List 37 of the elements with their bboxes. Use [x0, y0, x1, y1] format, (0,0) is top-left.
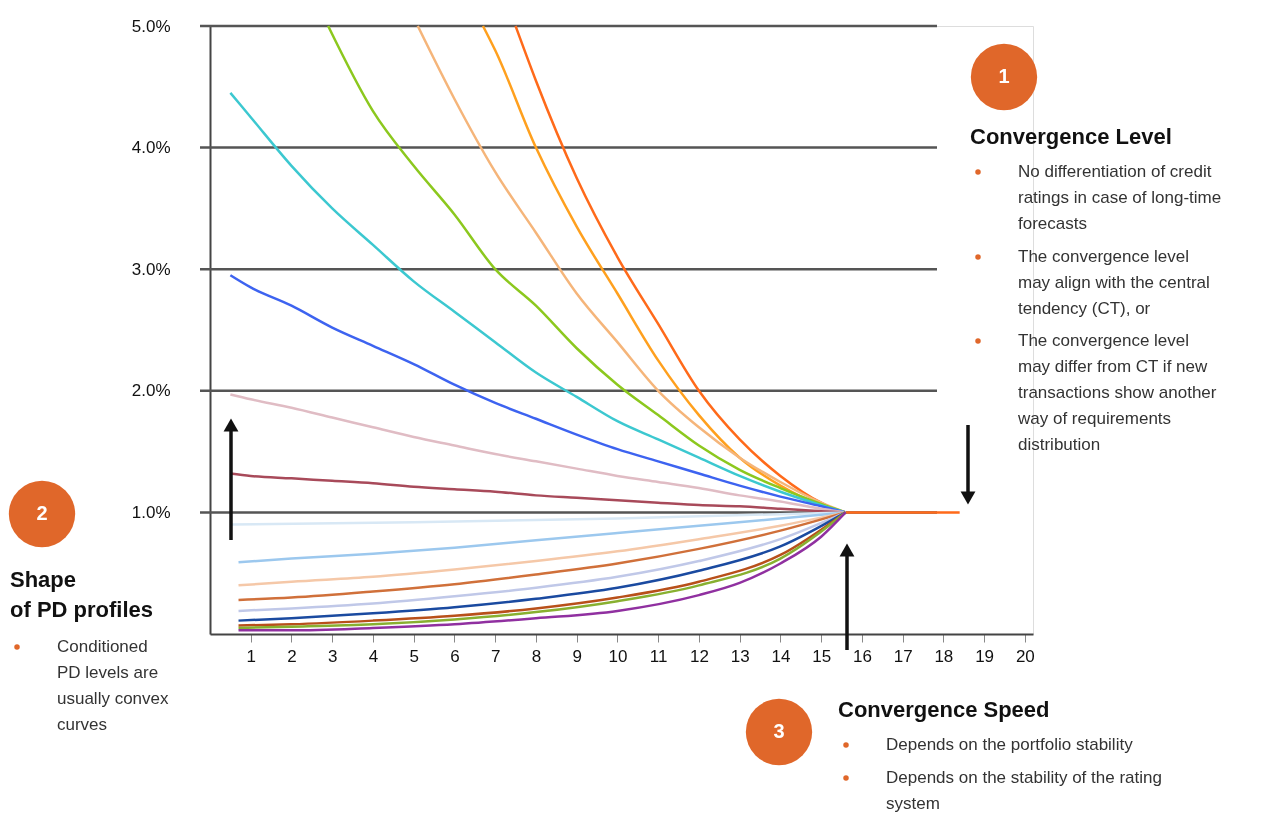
- x-tick-label: 3: [327, 646, 338, 666]
- text: Depends on the stability of the rating system: [886, 768, 1162, 813]
- y-tick-label: 1.0%: [131, 502, 171, 522]
- x-tick-label: 10: [608, 646, 628, 666]
- y-tick-label: 3.0%: [131, 259, 171, 279]
- x-tick-label: 9: [572, 646, 582, 666]
- text: Conditioned PD levels are usually convex curves: [57, 637, 169, 734]
- annotation: 1: [998, 65, 1010, 87]
- annotation: The convergence level may align with the central tendency (CT), or: [1018, 247, 1210, 318]
- text: 2: [36, 502, 48, 524]
- text: Convergence Speed: [838, 697, 1050, 722]
- text: Shape of PD profiles: [10, 567, 154, 622]
- annotation: Convergence Level: [970, 124, 1172, 149]
- x-tick-label: 4: [368, 646, 379, 666]
- x-tick-label: 2: [287, 646, 297, 666]
- x-tick-label: 14: [771, 646, 791, 666]
- x-tick-label: 15: [812, 646, 832, 666]
- x-tick-label: 8: [531, 646, 542, 666]
- x-tick-label: 18: [934, 646, 954, 666]
- y-tick-label: 5.0%: [131, 16, 171, 36]
- x-tick-label: 17: [893, 646, 913, 666]
- x-tick-label: 20: [1015, 646, 1035, 666]
- x-tick-label: 6: [450, 646, 460, 666]
- y-tick-label: 4.0%: [131, 138, 171, 158]
- x-tick-label: 5: [409, 646, 419, 666]
- annotation: No differentiation of credit ratings in case of long-time forecasts: [1018, 162, 1222, 233]
- text: 3: [773, 720, 785, 742]
- y-tick-label: 2.0%: [131, 381, 171, 401]
- x-tick-label: 1: [246, 646, 256, 666]
- x-tick-label: 16: [852, 646, 872, 666]
- annotation: The convergence level may differ from CT if new transactions show another way of requirements distribution: [1017, 331, 1217, 454]
- x-tick-label: 19: [975, 646, 995, 666]
- x-tick-label: 7: [490, 646, 501, 666]
- x-tick-label: 12: [689, 646, 709, 666]
- text: Depends on the portfolio stability: [886, 735, 1134, 754]
- x-tick-label: 11: [649, 646, 668, 666]
- x-tick-label: 13: [730, 646, 750, 666]
